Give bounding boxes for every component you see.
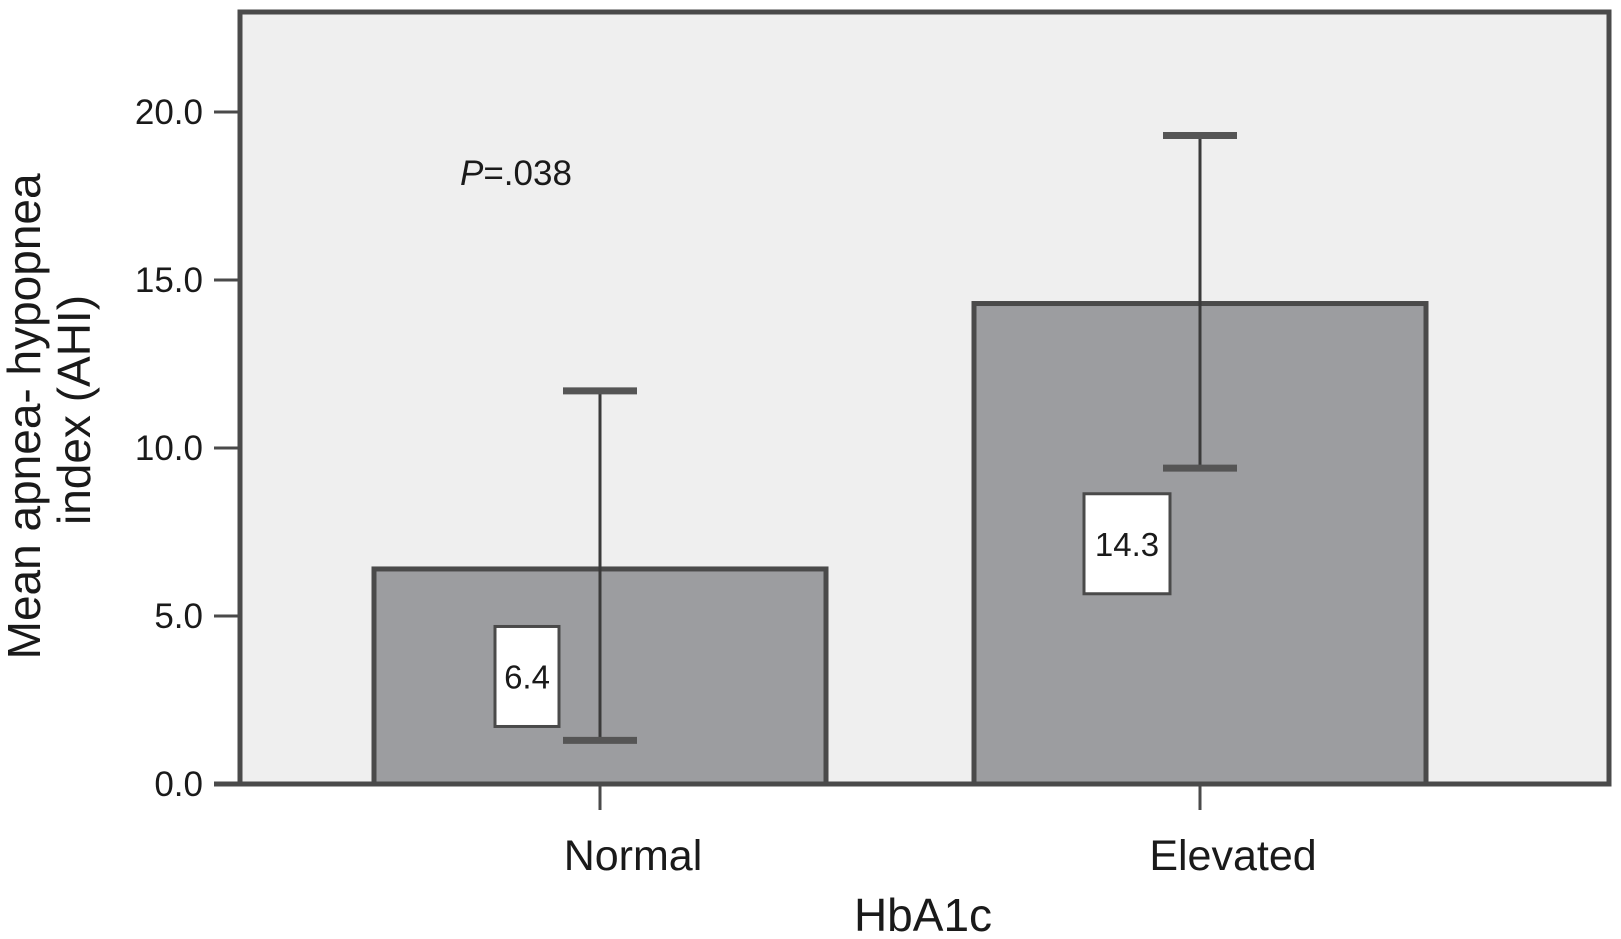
y-tick-label: 0.0 bbox=[154, 765, 203, 804]
y-ticks-layer: 0.0 5.0 10.0 15.0 20.0 bbox=[135, 93, 240, 804]
x-axis-title: HbA1c bbox=[854, 889, 992, 939]
x-ticks-layer: Normal Elevated bbox=[564, 784, 1317, 880]
value-label-box bbox=[1082, 492, 1172, 596]
p-value-annotation: P=.038 bbox=[460, 154, 572, 193]
y-axis-title-group: Mean apnea- hypopnea index (AHI) bbox=[0, 161, 100, 660]
y-tick-label: 20.0 bbox=[135, 93, 203, 132]
x-tick-label: Elevated bbox=[1149, 832, 1316, 880]
y-tick-label: 5.0 bbox=[154, 597, 203, 636]
x-tick-label: Normal bbox=[564, 832, 703, 880]
y-tick-label: 15.0 bbox=[135, 261, 203, 300]
value-label: 6.4 bbox=[504, 658, 550, 695]
y-tick-label: 10.0 bbox=[135, 429, 203, 468]
value-labels-layer: 6.4 14.3 bbox=[493, 492, 1172, 728]
value-label: 14.3 bbox=[1095, 526, 1159, 563]
y-axis-title: Mean apnea- hypopnea index (AHI) bbox=[0, 161, 100, 660]
value-label-box bbox=[493, 624, 561, 728]
error-bars-layer bbox=[563, 132, 1237, 744]
